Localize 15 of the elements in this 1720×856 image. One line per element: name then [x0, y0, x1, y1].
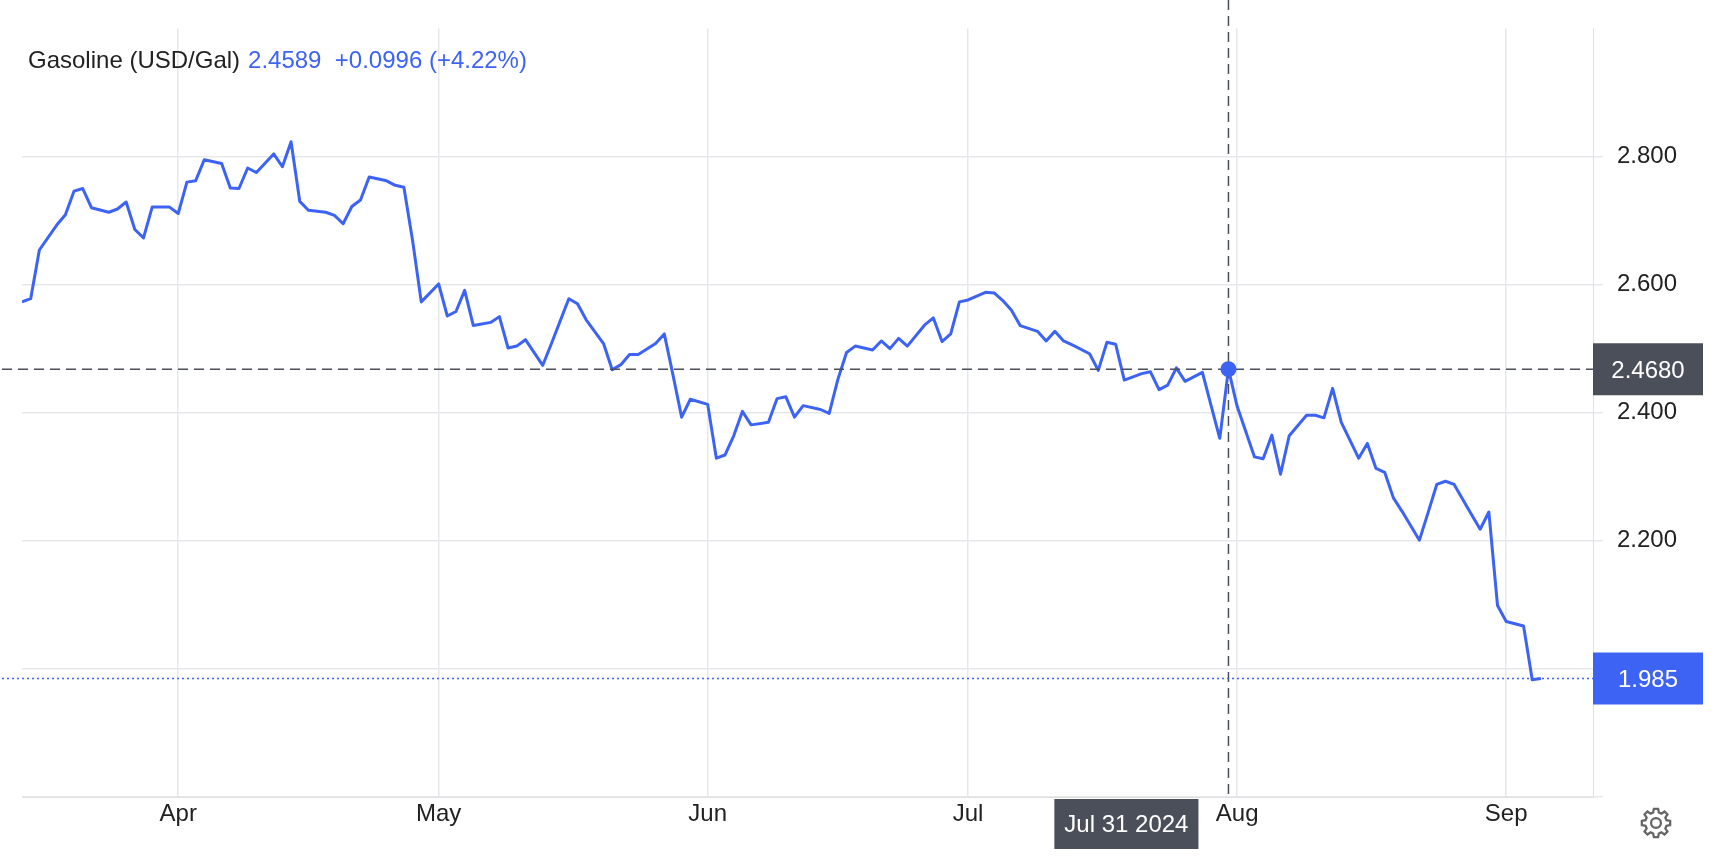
text: Gasoline (USD/Gal): [28, 46, 241, 73]
x-tick-label: Jun: [688, 799, 728, 827]
text: 2.4589 +0.0996 (+4.22%): [248, 46, 527, 73]
y-tick-label: 2.800: [1617, 141, 1678, 169]
y-tick-label: 2.600: [1617, 269, 1678, 297]
ref-line-label: 1.985: [1617, 665, 1679, 693]
x-tick-label: Aug: [1215, 799, 1259, 827]
x-tick-label: Sep: [1484, 799, 1528, 827]
ref-line-label: 2.4680: [1611, 355, 1685, 383]
x-tick-label: Jul: [952, 799, 984, 827]
ref-line-label: Jul 31 2024: [1064, 809, 1189, 837]
x-tick-label: May: [415, 799, 462, 827]
x-tick-label: Apr: [159, 799, 197, 827]
y-tick-label: 2.400: [1617, 397, 1678, 425]
y-tick-label: 2.200: [1617, 525, 1678, 553]
